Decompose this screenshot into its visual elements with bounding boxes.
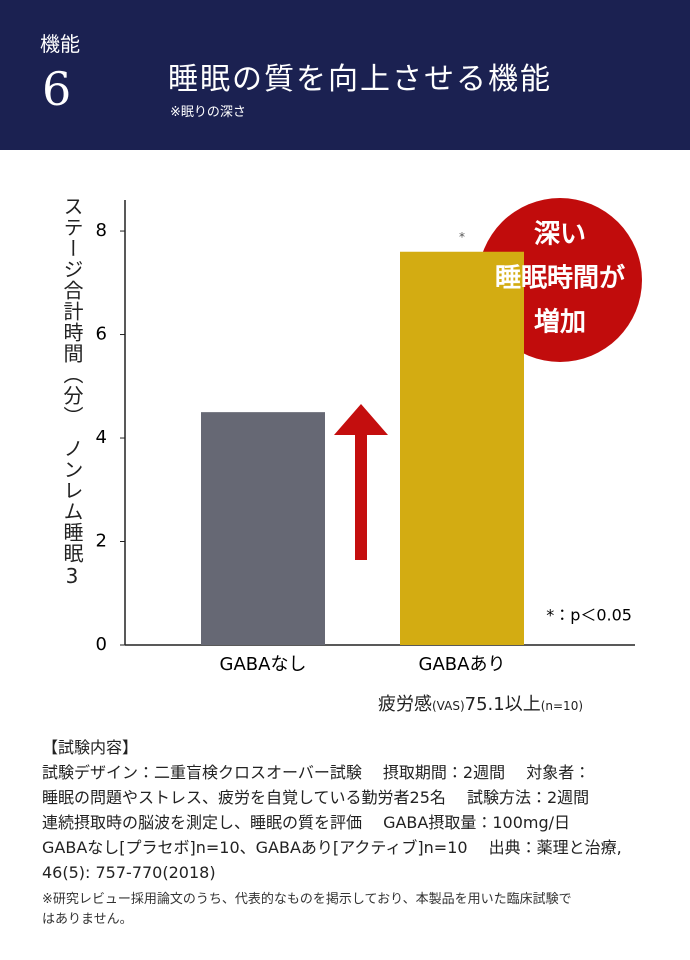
- significance-mark: *: [459, 230, 465, 244]
- condition-text: 75.1以上: [464, 694, 541, 715]
- y-tick-label: 8: [96, 220, 107, 241]
- notes-heading: 【試験内容】: [42, 738, 139, 757]
- y-tick-label: 2: [96, 531, 107, 552]
- y-tick-label: 4: [96, 427, 107, 448]
- text-line: 46(5): 757-770(2018): [42, 863, 216, 882]
- bar: [201, 412, 325, 645]
- text-line: 睡眠の問題やストレス、疲労を自覚している勤労者25名 試験方法：2週間: [42, 788, 590, 807]
- condition-text: 疲労感: [378, 694, 432, 715]
- condition-text: (VAS): [432, 699, 465, 713]
- significance-note: *：p＜0.05: [546, 606, 632, 625]
- bar: [400, 251, 524, 645]
- y-axis-label: ステージ合計時間（分） ノンレム睡眠3: [60, 196, 84, 589]
- subtitle: ※眠りの深さ: [170, 105, 246, 120]
- footnote: ※研究レビュー採用論文のうち、代表的なものを掲示しており、本製品を用いた臨床試験…: [42, 890, 572, 930]
- increase-arrow: [334, 404, 388, 560]
- condition: 疲労感(VAS)75.1以上(n=10): [378, 690, 583, 716]
- text-line: ※研究レビュー採用論文のうち、代表的なものを掲示しており、本製品を用いた臨床試験…: [42, 892, 572, 907]
- x-tick-label: GABAなし: [220, 654, 307, 675]
- feature-label: 機能: [40, 32, 80, 56]
- header: [0, 0, 690, 150]
- callout-text: 睡眠時間が: [495, 263, 625, 294]
- text-line: 試験デザイン：二重盲検クロスオーバー試験 摂取期間：2週間 対象者：: [42, 763, 591, 782]
- feature-number: 6: [42, 62, 72, 116]
- y-tick-label: 0: [96, 634, 107, 655]
- text-line: はありません。: [42, 912, 133, 927]
- notes: 【試験内容】 試験デザイン：二重盲検クロスオーバー試験 摂取期間：2週間 対象者…: [42, 735, 622, 885]
- text-line: 連続摂取時の脳波を測定し、睡眠の質を評価 GABA摂取量：100mg/日: [42, 813, 571, 832]
- text-line: GABAなし[プラセボ]n=10、GABAあり[アクティブ]n=10 出典：薬理…: [42, 838, 622, 857]
- callout-text: 増加: [534, 308, 586, 338]
- y-tick-label: 6: [96, 324, 107, 345]
- condition-text: (n=10): [540, 699, 584, 713]
- title: 睡眠の質を向上させる機能: [168, 62, 552, 97]
- x-tick-label: GABAあり: [419, 654, 506, 675]
- callout-text: 深い: [534, 220, 586, 250]
